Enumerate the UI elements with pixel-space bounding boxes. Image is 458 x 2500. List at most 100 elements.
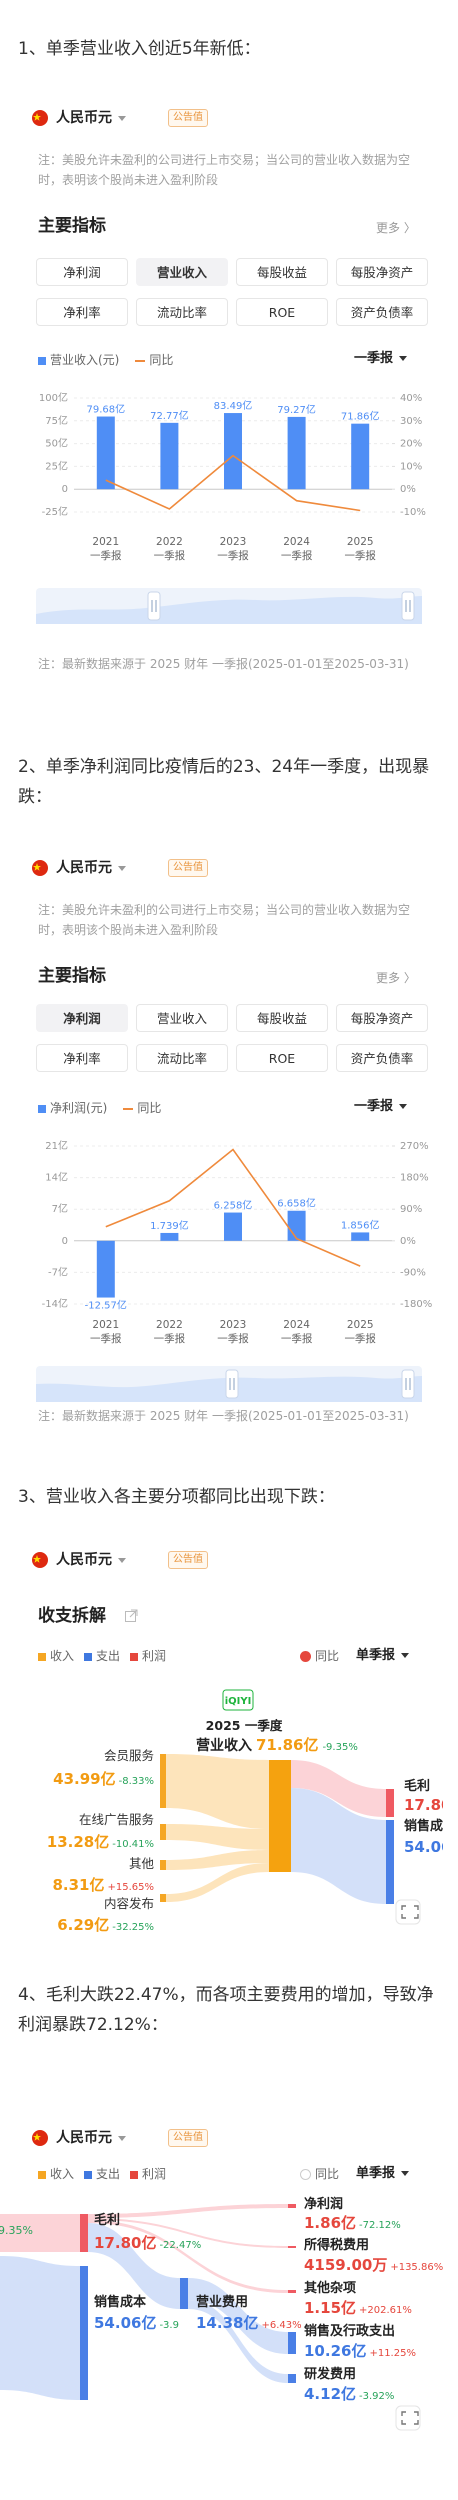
y2-tick-label: 90% (400, 1204, 422, 1215)
sankey: iQIYI 2025 一季度 营业收入 71.86亿 -9.35% 会员服务 43.… (47, 1689, 443, 1934)
y2-tick-label: -90% (400, 1267, 426, 1278)
bar (224, 1212, 242, 1241)
period-selector[interactable]: 一季报 (354, 1098, 408, 1116)
x-tick-label: 一季报 (154, 1332, 186, 1345)
legend-swatch (38, 1104, 46, 1113)
x-tick-label: 2025 (347, 1319, 374, 1331)
yoy-toggle[interactable]: 同比 (300, 2166, 339, 2182)
metric-button[interactable]: 每股净资产 (336, 1004, 428, 1032)
x-tick-label: 一季报 (281, 1332, 313, 1345)
metric-button[interactable]: 每股收益 (236, 258, 328, 286)
x-tick-label: 一季报 (154, 549, 186, 562)
legend-swatch (38, 356, 46, 365)
y-tick-label: 7亿 (52, 1202, 68, 1215)
metric-button[interactable]: 营业收入 (136, 258, 228, 286)
node-value-row: 14.38亿 +6.43% (196, 2314, 302, 2332)
metric-button[interactable]: ROE (236, 1044, 328, 1072)
metric-button[interactable]: 流动比率 (136, 1044, 228, 1072)
yoy-toggle[interactable]: 同比 (300, 1648, 339, 1664)
heading: 4、毛利大跌22.47%，而各项主要费用的增加，导致净利润暴跌72.12%： (18, 1985, 434, 2035)
flag (32, 860, 48, 876)
brand-logo: iQIYI (225, 1696, 252, 1707)
data-label: -12.57亿 (85, 1299, 127, 1312)
legend-label: 支出 (96, 1649, 121, 1663)
node-change: +135.86% (390, 2262, 443, 2273)
metric-button[interactable]: 流动比率 (136, 298, 228, 326)
node-change: +11.25% (369, 2348, 416, 2359)
x-tick-label: 2024 (283, 1319, 310, 1331)
legend: 净利润(元) 同比 (38, 1100, 161, 1116)
node-label: 销售及行政支出 (304, 2323, 395, 2339)
legend-label: 同比 (149, 353, 174, 367)
currency-selector[interactable]: 人民币元 (56, 1550, 126, 1570)
node-label: 其他 (129, 1856, 155, 1871)
x-tick-label: 2023 (220, 1319, 247, 1331)
node-value-row: 6.29亿 -32.25% (57, 1916, 154, 1934)
node-change: -9.35% (322, 1742, 357, 1753)
node-label: 销售成本 (404, 1818, 443, 1834)
metric-button[interactable]: 每股净资产 (336, 258, 428, 286)
node-label: 毛利 (94, 2212, 120, 2228)
currency: 人民币元 (56, 1552, 112, 1568)
metric-button[interactable]: 资产负债率 (336, 298, 428, 326)
metric-button[interactable]: 营业收入 (136, 1004, 228, 1032)
x-tick-label: 一季报 (217, 549, 249, 562)
open-icon[interactable] (124, 1609, 138, 1623)
chart: 100亿 75亿 50亿 25亿 0 -25亿 40% 30% 20% 10% 0% -10% 2021… (39, 391, 426, 562)
range-slider[interactable] (36, 584, 422, 628)
metric-button[interactable]: 净利率 (36, 1044, 128, 1072)
flag (32, 110, 48, 126)
node-value: 71.86亿 (256, 1736, 318, 1754)
bar (96, 416, 115, 490)
data-label: 79.68亿 (86, 403, 125, 416)
y-tick-label: 75亿 (45, 414, 68, 427)
period-selector[interactable]: 单季报 (356, 2165, 410, 2183)
currency-selector[interactable]: 人民币元 (56, 108, 126, 128)
node-change: -9.35% (0, 2224, 33, 2237)
node-label: 所得税费用 (304, 2237, 369, 2253)
node-change: -3.92% (359, 2391, 394, 2402)
y2-tick-label: 0% (400, 1236, 416, 1247)
node-value-row: 8.31亿 +15.65% (52, 1876, 154, 1894)
y2-tick-label: 20% (400, 439, 422, 450)
data-label: 6.658亿 (277, 1197, 316, 1210)
currency: 人民币元 (56, 2130, 112, 2146)
metric-button[interactable]: 净利率 (36, 298, 128, 326)
legend-label: 同比 (137, 1101, 162, 1115)
node-value-row: 10.26亿 +11.25% (304, 2342, 416, 2360)
x-tick-label: 2021 (92, 536, 119, 548)
node-value-row: 17.80亿 -22.47% (94, 2234, 201, 2252)
data-label: 72.77亿 (150, 409, 189, 422)
source-note: 注：最新数据来源于 2025 财年 一季报(2025-01-01至2025-03… (38, 1409, 409, 1423)
note: 注：美股允许未盈利的公司进行上市交易；当公司的营业收入数据为空时，表明该个股尚未… (38, 153, 411, 187)
metric-button[interactable]: 资产负债率 (336, 1044, 428, 1072)
currency-selector[interactable]: 人民币元 (56, 2128, 126, 2148)
node-value-row: 1.86亿 -72.12% (304, 2214, 401, 2232)
more: 更多 (376, 971, 401, 985)
more: 更多 (376, 221, 401, 235)
more-link[interactable]: 更多 〉 (376, 971, 416, 985)
flag (32, 1552, 48, 1568)
more-link[interactable]: 更多 〉 (376, 221, 416, 235)
metric-button[interactable]: 每股收益 (236, 1004, 328, 1032)
node-change: -72.12% (359, 2220, 401, 2231)
range-slider[interactable] (36, 1362, 422, 1406)
metric-button[interactable]: ROE (236, 298, 328, 326)
metric-button[interactable]: 净利润 (36, 1004, 128, 1032)
legend-label: 收入 (50, 1649, 75, 1663)
currency-selector[interactable]: 人民币元 (56, 858, 126, 878)
node-label: 营业费用 (196, 2294, 248, 2310)
node-label: 净利润 (304, 2196, 343, 2212)
legend-label: 收入 (50, 2167, 75, 2181)
period-selector[interactable]: 一季报 (354, 350, 408, 368)
node-value: 54.06亿 (94, 2314, 156, 2332)
section-title: 收支拆解 (38, 1606, 106, 1626)
node-label: 毛利 (404, 1778, 430, 1794)
bar (351, 1232, 370, 1241)
metric-button[interactable]: 净利润 (36, 258, 128, 286)
node-value: 4159.00万 (304, 2256, 387, 2274)
y-tick-label: 25亿 (45, 459, 68, 472)
period-selector[interactable]: 单季报 (356, 1647, 410, 1665)
node-value-row: 43.99亿 -8.33% (53, 1770, 154, 1788)
period: 单季报 (356, 2166, 396, 2181)
